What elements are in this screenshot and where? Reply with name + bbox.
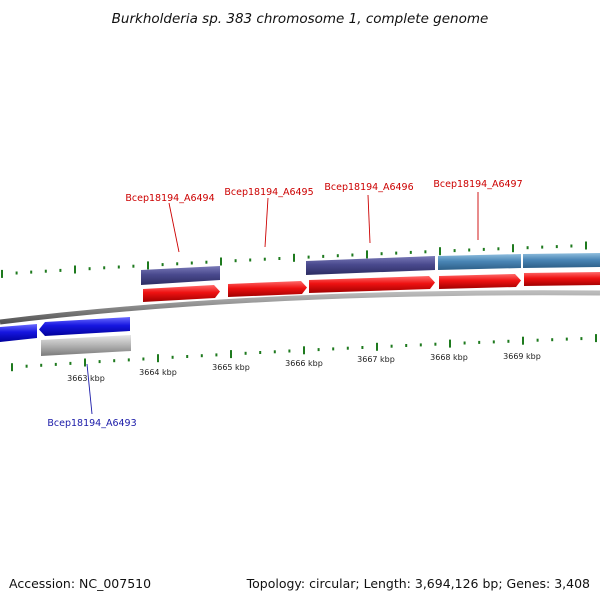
gene-label-A6495[interactable]: Bcep18194_A6495 [224,187,313,198]
cds-arrow-A6493[interactable] [39,317,130,336]
gene-block-next[interactable] [523,253,600,268]
genome-summary-text: Topology: circular; Length: 3,694,126 bp… [246,576,590,591]
cds-arrow-A6497[interactable] [439,274,521,289]
gene-block-A6493[interactable] [41,335,131,356]
tick-label-3668: 3668 kbp [430,353,468,362]
leader-line-A6495 [264,197,269,248]
tick-label-3664: 3664 kbp [139,368,177,377]
cds-arrow-next[interactable] [524,272,600,286]
tick-label-3663: 3663 kbp [67,374,105,383]
tick-label-3669: 3669 kbp [503,352,541,361]
label-leader-lines [86,192,479,415]
inner-tick-ring [11,334,597,372]
gene-label-A6493[interactable]: Bcep18194_A6493 [47,418,136,429]
cds-arrow-A6494[interactable] [143,285,220,302]
map-title: Burkholderia sp. 383 chromosome 1, compl… [112,11,489,27]
gene-labels: Bcep18194_A6494 Bcep18194_A6495 Bcep1819… [47,179,522,429]
cds-arrow-A6495[interactable] [228,281,307,297]
cds-arrow-reverse-partial[interactable] [0,324,37,342]
leader-line-A6496 [367,194,371,244]
forward-cds-track [143,272,600,302]
gene-label-A6497[interactable]: Bcep18194_A6497 [433,179,522,190]
tick-label-3667: 3667 kbp [357,355,395,364]
chromosome-backbone [0,290,600,325]
axis-tick-labels: 3663 kbp 3664 kbp 3665 kbp 3666 kbp 3667… [67,352,541,383]
outer-tick-ring [1,241,587,278]
gene-block-A6497[interactable] [438,254,521,270]
tick-label-3666: 3666 kbp [285,359,323,368]
accession-text: Accession: NC_007510 [9,576,152,591]
gene-label-A6496[interactable]: Bcep18194_A6496 [324,182,413,193]
outer-gene-track [141,253,600,285]
tick-label-3665: 3665 kbp [212,363,250,372]
gene-label-A6494[interactable]: Bcep18194_A6494 [125,193,214,204]
reverse-cds-track [0,317,131,356]
gene-block-A6494[interactable] [141,266,220,285]
cds-arrow-A6496[interactable] [309,276,435,293]
leader-line-A6494 [168,202,180,253]
leader-line-A6493 [86,363,93,415]
gene-block-A6496[interactable] [306,256,435,275]
